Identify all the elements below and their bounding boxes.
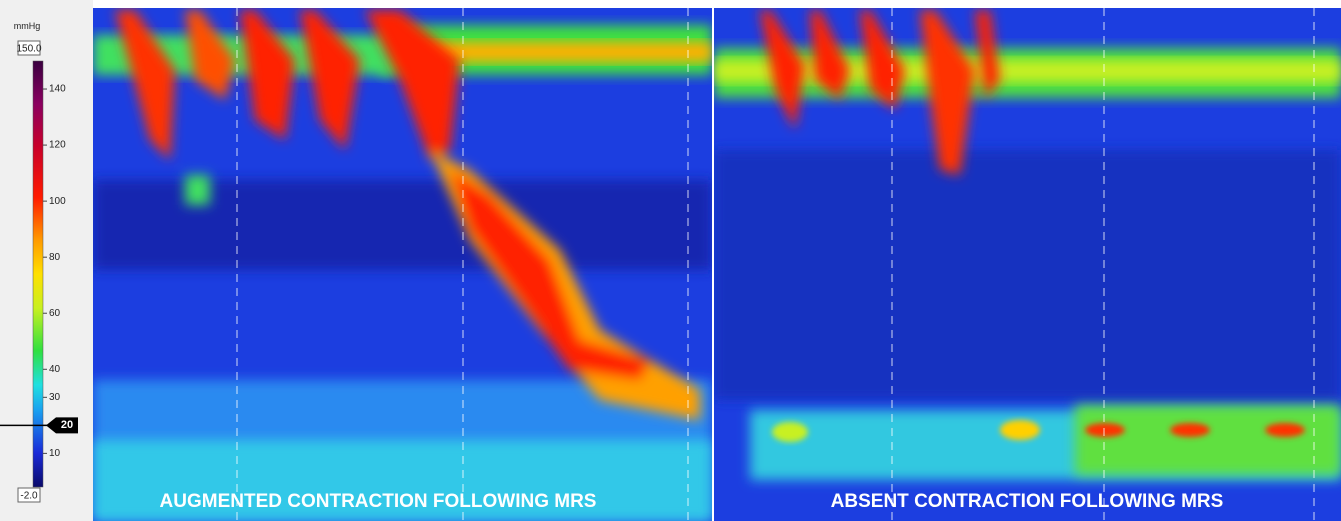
isobar-label: 20: [61, 419, 73, 431]
tick-label: 80: [49, 252, 61, 263]
tick-label: 120: [49, 140, 66, 151]
tick-label: 60: [49, 308, 61, 319]
screenshot: AUGMENTED CONTRACTION FOLLOWING MRS ABSE…: [0, 0, 1341, 521]
min-label: -2.0: [20, 491, 38, 502]
colorbar: [33, 61, 43, 487]
max-label: 150.0: [16, 44, 41, 55]
heatmap-left: [93, 8, 712, 521]
manometry-view: AUGMENTED CONTRACTION FOLLOWING MRS ABSE…: [0, 0, 1341, 521]
unit-label: mmHg: [14, 21, 41, 31]
panel-caption: ABSENT CONTRACTION FOLLOWING MRS: [831, 491, 1224, 512]
tick-label: 10: [49, 448, 61, 459]
tick-label: 140: [49, 84, 66, 95]
heatmap-right: [714, 8, 1341, 521]
panel-caption: AUGMENTED CONTRACTION FOLLOWING MRS: [160, 491, 597, 512]
tick-label: 100: [49, 196, 66, 207]
colorbar-panel: [0, 0, 93, 521]
tick-label: 40: [49, 364, 61, 375]
tick-label: 30: [49, 392, 61, 403]
